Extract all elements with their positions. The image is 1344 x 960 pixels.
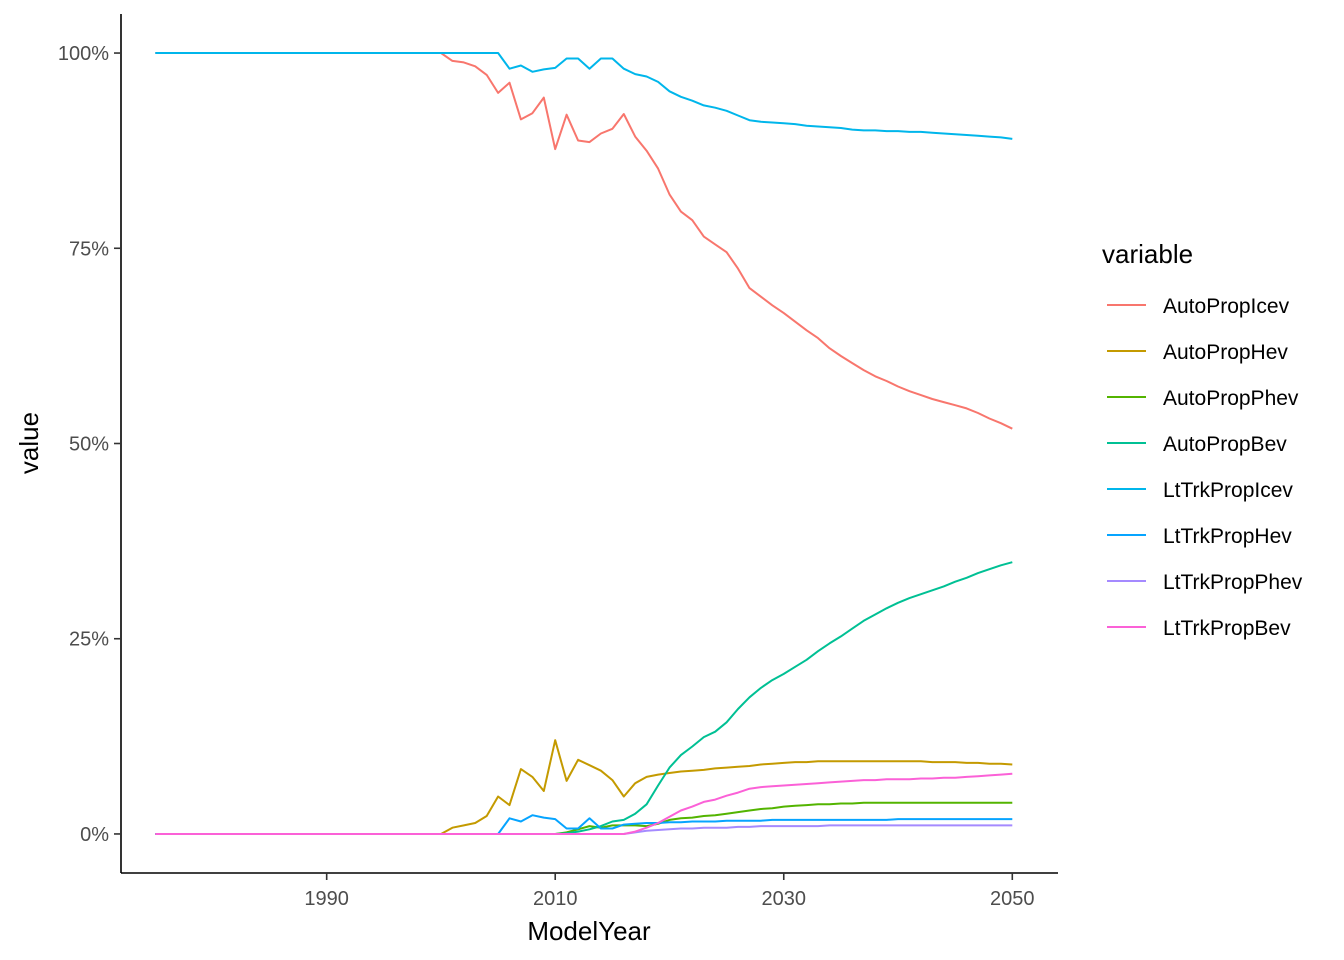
series-line-LtTrkPropBev	[155, 772, 1013, 835]
series-line-LtTrkPropPhev	[155, 824, 1013, 835]
y-tick-label: 75%	[69, 238, 109, 260]
legend-label-LtTrkPropHev: LtTrkPropHev	[1163, 525, 1292, 548]
legend-label-LtTrkPropIcev: LtTrkPropIcev	[1163, 479, 1293, 502]
legend-label-LtTrkPropPhev: LtTrkPropPhev	[1163, 571, 1303, 594]
x-tick-label: 2050	[990, 888, 1035, 910]
x-tick-label: 1990	[304, 888, 349, 910]
x-tick-label: 2030	[762, 888, 807, 910]
legend-label-AutoPropBev: AutoPropBev	[1163, 433, 1287, 456]
y-axis-title: value	[14, 412, 44, 474]
y-tick-label: 100%	[58, 43, 109, 65]
series-line-AutoPropHev	[155, 739, 1013, 835]
y-tick-label: 0%	[80, 824, 109, 846]
x-tick-label: 2010	[533, 888, 578, 910]
y-axis-ticks: 0% 25% 50% 75% 100%	[58, 43, 121, 846]
legend-label-AutoPropPhev: AutoPropPhev	[1163, 387, 1299, 410]
legend-label-LtTrkPropBev: LtTrkPropBev	[1163, 617, 1291, 640]
y-tick-label: 25%	[69, 629, 109, 651]
legend: variable AutoPropIcev AutoPropHev AutoProp…	[1102, 239, 1303, 640]
series-line-AutoPropBev	[155, 561, 1013, 835]
series-line-AutoPropPhev	[155, 801, 1013, 835]
y-tick-label: 50%	[69, 434, 109, 456]
plot-area	[155, 52, 1013, 835]
series-line-LtTrkPropHev	[155, 814, 1013, 835]
legend-label-AutoPropIcev: AutoPropIcev	[1163, 295, 1290, 318]
x-axis-title: ModelYear	[527, 916, 651, 946]
legend-title: variable	[1102, 239, 1193, 269]
x-axis-ticks: 1990 2010 2030 2050	[304, 873, 1035, 910]
series-line-LtTrkPropIcev	[155, 52, 1013, 140]
legend-label-AutoPropHev: AutoPropHev	[1163, 341, 1288, 364]
series-line-AutoPropIcev	[155, 52, 1013, 430]
